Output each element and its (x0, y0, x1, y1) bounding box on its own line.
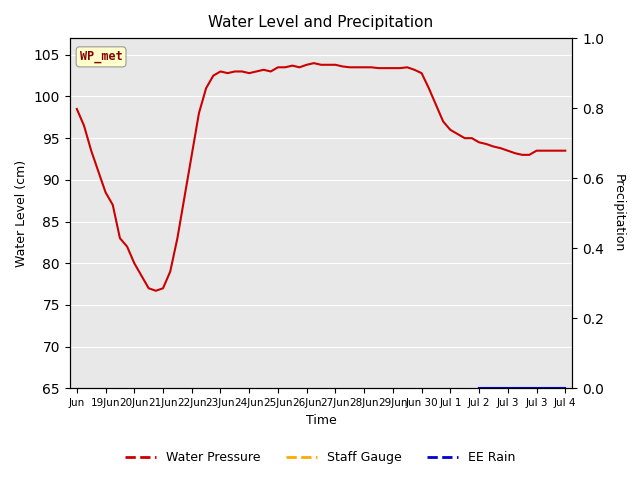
Y-axis label: Water Level (cm): Water Level (cm) (15, 160, 28, 267)
Title: Water Level and Precipitation: Water Level and Precipitation (209, 15, 434, 30)
Y-axis label: Precipitation: Precipitation (612, 174, 625, 252)
Text: WP_met: WP_met (80, 50, 122, 63)
Legend: Water Pressure, Staff Gauge, EE Rain: Water Pressure, Staff Gauge, EE Rain (120, 446, 520, 469)
X-axis label: Time: Time (306, 414, 337, 427)
